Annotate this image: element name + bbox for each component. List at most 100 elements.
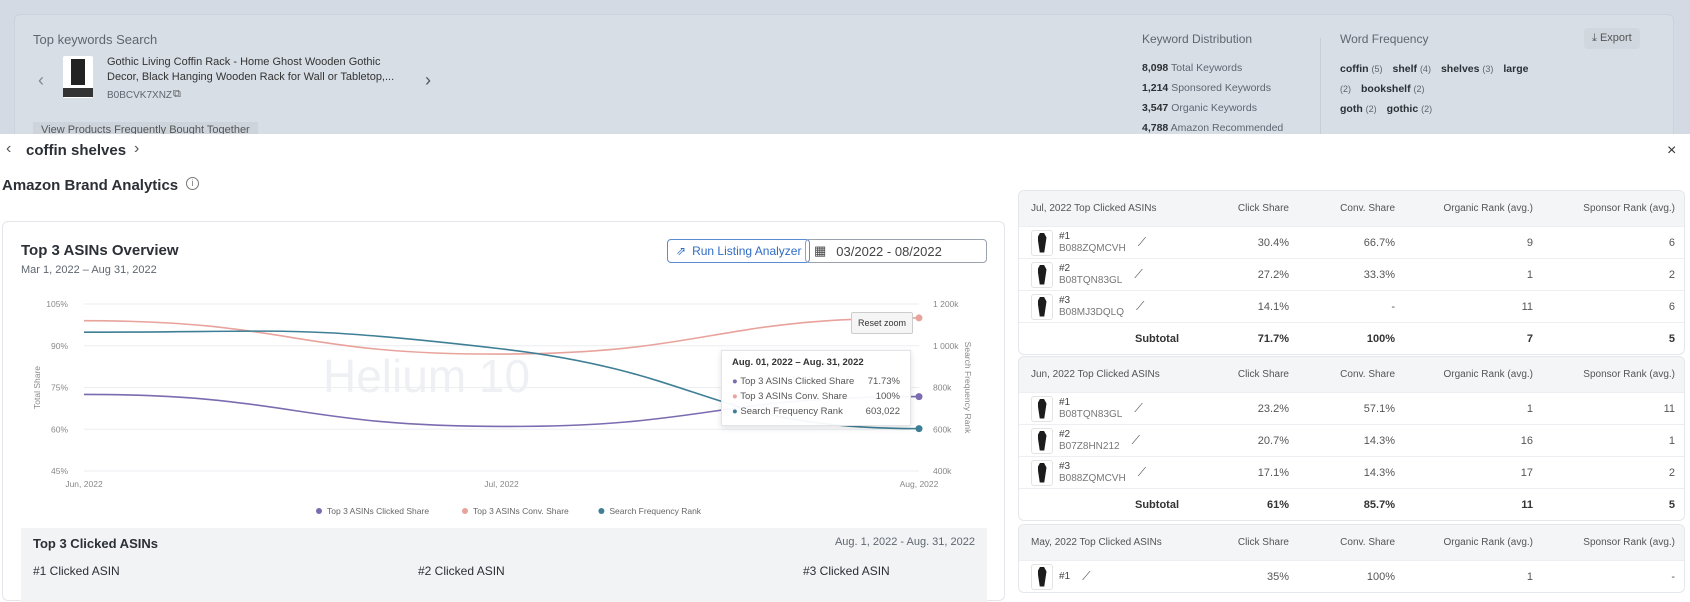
legend-marker <box>462 508 468 514</box>
card-subtitle: Mar 1, 2022 – Aug 31, 2022 <box>21 264 157 276</box>
column-header: Sponsor Rank (avg.) <box>1583 537 1675 548</box>
y-tick-label: 90% <box>51 341 68 351</box>
top-clicked-table: Jul, 2022 Top Clicked ASINs Click Share Co… <box>1018 190 1685 355</box>
overview-chart[interactable]: Helium 10 45% 400k 60% 600k 75% 800k 90% 1 000k 1… <box>3 222 1006 522</box>
keyword-modal: ‹ coffin shelves › × Amazon Brand Analyt… <box>0 134 1690 602</box>
search-title: Top keywords Search <box>33 32 158 47</box>
table-row[interactable]: #3 B088ZQMCVH ⟋ 17.1% 14.3% 17 2 <box>1019 456 1684 488</box>
table-row[interactable]: #1 B08TQN83GL ⟋ 23.2% 57.1% 1 11 <box>1019 392 1684 424</box>
y2-tick-label: 1 200k <box>933 299 959 309</box>
section-title: Amazon Brand Analytics <box>2 177 179 194</box>
legend-marker <box>598 508 605 514</box>
column-header: Click Share <box>1237 369 1289 380</box>
column-header: Conv. Share <box>1340 537 1395 548</box>
divider <box>1320 38 1321 134</box>
legend-item: Search Frequency Rank <box>609 506 701 516</box>
product-thumbnail <box>63 56 93 98</box>
clicked-col-2: #2 Clicked ASIN <box>418 564 505 578</box>
data-point <box>915 314 923 322</box>
y2-tick-label: 800k <box>933 383 952 393</box>
word-frequency-title: Word Frequency <box>1340 32 1429 46</box>
column-header: Conv. Share <box>1340 369 1395 380</box>
top-clicked-table: May, 2022 Top Clicked ASINs Click Share Co… <box>1018 524 1685 593</box>
clicked-range: Aug. 1, 2022 - Aug. 31, 2022 <box>834 536 975 548</box>
clicked-col-1: #1 Clicked ASIN <box>33 564 120 578</box>
product-thumbnail <box>1031 563 1053 590</box>
external-link-icon: ⇗ <box>676 244 687 258</box>
table-row[interactable]: #2 B07Z8HN212 ⟋ 20.7% 14.3% 16 1 <box>1019 424 1684 456</box>
chart-tooltip: Aug. 01, 2022 – Aug. 31, 2022 ● Top 3 AS… <box>721 350 911 426</box>
y2-tick-label: 1 000k <box>933 341 959 351</box>
info-icon[interactable]: i <box>186 177 199 190</box>
column-header: Sponsor Rank (avg.) <box>1583 203 1675 214</box>
card-title: Top 3 ASINs Overview <box>21 242 179 259</box>
column-header: Click Share <box>1237 203 1289 214</box>
column-header: Organic Rank (avg.) <box>1443 369 1533 380</box>
product-thumbnail <box>1031 261 1053 288</box>
y-tick-label: 45% <box>51 466 68 476</box>
next-product-chevron-icon[interactable]: › <box>425 70 431 90</box>
product-thumbnail <box>1031 459 1053 486</box>
overview-card: Top 3 ASINs Overview Mar 1, 2022 – Aug 3… <box>2 221 1006 602</box>
trend-chart-icon[interactable]: ⟋ <box>1137 465 1147 479</box>
trend-chart-icon[interactable]: ⟋ <box>1134 267 1143 281</box>
table-row[interactable]: #1 ⟋ 35% 100% 1- <box>1019 560 1684 592</box>
top-clicked-asins-panel: Top 3 Clicked ASINs Aug. 1, 2022 - Aug. … <box>21 528 987 602</box>
table-row[interactable]: #3 B08MJ3DQLQ ⟋ 14.1% -11 6 <box>1019 290 1684 322</box>
x-tick-label: Jul, 2022 <box>484 479 519 489</box>
legend-item: Top 3 ASINs Conv. Share <box>473 506 569 516</box>
product-asin: B0BCVK7XNZ <box>107 90 173 101</box>
prev-keyword-chevron-icon[interactable]: ‹ <box>6 140 12 157</box>
trend-chart-icon[interactable]: ⟋ <box>1137 235 1147 249</box>
next-keyword-chevron-icon[interactable]: › <box>134 140 140 157</box>
subtotal-row: Subtotal 71.7% 100% 7 5 <box>1019 322 1684 354</box>
product-thumbnail <box>1031 427 1053 454</box>
close-icon[interactable]: × <box>1667 142 1677 159</box>
background-panel: Top keywords Search ‹ Gothic Living Coff… <box>0 0 1690 144</box>
run-listing-analyzer-button[interactable]: ⇗ Run Listing Analyzer <box>667 239 811 263</box>
product-thumbnail <box>1031 293 1053 320</box>
trend-chart-icon[interactable]: ⟋ <box>1131 433 1140 447</box>
column-header: Organic Rank (avg.) <box>1443 203 1533 214</box>
legend-item: Top 3 ASINs Clicked Share <box>327 506 429 516</box>
y-tick-label: 105% <box>46 299 68 309</box>
data-point <box>915 393 923 401</box>
export-button[interactable]: ⤓ Export <box>1584 28 1640 49</box>
product-thumbnail <box>1031 229 1053 256</box>
column-header: Click Share <box>1237 537 1289 548</box>
x-tick-label: Aug, 2022 <box>900 479 939 489</box>
table-header: May, 2022 Top Clicked ASINs Click Share Co… <box>1019 525 1684 560</box>
calendar-icon: ▦ <box>814 243 827 258</box>
trend-chart-icon[interactable]: ⟋ <box>1082 569 1091 583</box>
column-header: Organic Rank (avg.) <box>1443 537 1533 548</box>
clicked-col-3: #3 Clicked ASIN <box>803 564 890 578</box>
column-header: Conv. Share <box>1340 203 1395 214</box>
data-point <box>915 425 923 433</box>
table-row[interactable]: #1 B088ZQMCVH ⟋ 30.4% 66.7% 9 6 <box>1019 226 1684 258</box>
product-thumbnail <box>1031 395 1053 422</box>
copy-icon[interactable]: ⧉ <box>173 88 181 100</box>
column-header: Sponsor Rank (avg.) <box>1583 369 1675 380</box>
table-header: Jun, 2022 Top Clicked ASINs Click Share Co… <box>1019 357 1684 392</box>
x-tick-label: Jun, 2022 <box>65 479 103 489</box>
clicked-title: Top 3 Clicked ASINs <box>33 536 158 551</box>
prev-product-chevron-icon[interactable]: ‹ <box>38 70 44 90</box>
date-range-picker[interactable]: ▦ 03/2022 - 08/2022 <box>805 239 987 263</box>
table-row[interactable]: #2 B08TQN83GL ⟋ 27.2% 33.3% 1 2 <box>1019 258 1684 290</box>
y-tick-label: 60% <box>51 424 68 434</box>
keyword-search-card <box>14 14 1674 144</box>
table-header: Jul, 2022 Top Clicked ASINs Click Share Co… <box>1019 191 1684 226</box>
trend-chart-icon[interactable]: ⟋ <box>1134 401 1143 415</box>
top-clicked-table: Jun, 2022 Top Clicked ASINs Click Share Co… <box>1018 356 1685 521</box>
series-line <box>83 317 920 355</box>
y-tick-label: 75% <box>51 383 68 393</box>
trend-chart-icon[interactable]: ⟋ <box>1136 299 1145 313</box>
keyword-title: coffin shelves <box>26 142 127 159</box>
reset-zoom-button[interactable]: Reset zoom <box>851 312 914 334</box>
product-title[interactable]: Gothic Living Coffin Rack - Home Ghost W… <box>107 56 395 83</box>
distribution-list: 8,098 Total Keywords 1,214 Sponsored Key… <box>1142 62 1284 134</box>
y-axis-title: Total Share <box>32 366 42 409</box>
watermark-logo: Helium 10 <box>323 350 530 402</box>
subtotal-row: Subtotal 61% 85.7% 11 5 <box>1019 488 1684 520</box>
y2-tick-label: 600k <box>933 424 952 434</box>
